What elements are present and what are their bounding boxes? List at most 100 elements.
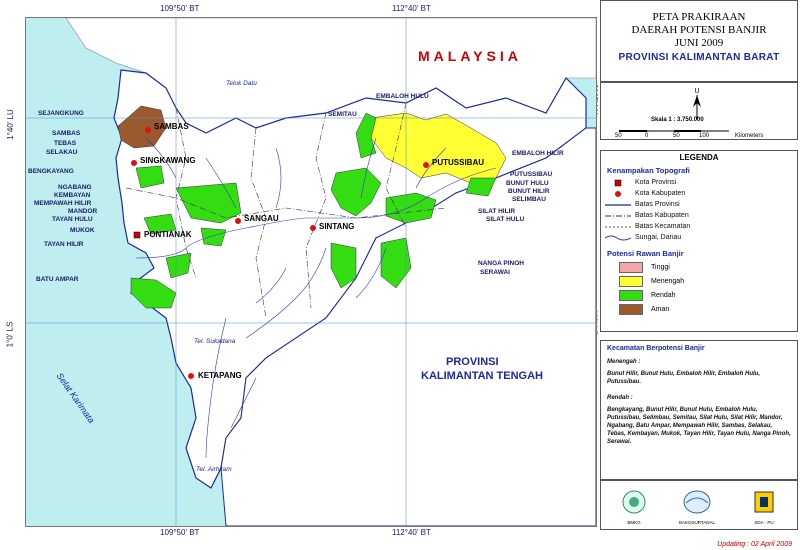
risk-zone-rendah-5: [330, 242, 357, 289]
bakosurtanal-icon: [683, 490, 711, 514]
city-markers: [131, 127, 429, 379]
title-line2: DAERAH POTENSI BANJIR: [631, 24, 767, 36]
map-canvas[interactable]: MALAYSIA PROVINSI KALIMANTAN TENGAH Telu…: [25, 17, 597, 527]
scale-tick-2: 50: [673, 133, 680, 139]
district-kembayan: KEMBAYAN: [54, 192, 91, 199]
title-line1: PETA PRAKIRAAN: [652, 11, 746, 23]
district-selimbau: SELIMBAU: [512, 196, 546, 203]
kecamatan-menengah-text: Bunut Hilir, Bunut Hulu, Embaloh Hilir, …: [607, 371, 760, 385]
district-ngabang: NGABANG: [58, 184, 92, 191]
district-sejangkung: SEJANGKUNG: [38, 110, 84, 117]
kecamatan-title: Kecamatan Berpotensi Banjir: [607, 345, 705, 352]
district-tayan-hilir: TAYAN HILIR: [44, 241, 84, 248]
district-semitau: SEMITAU: [328, 111, 357, 118]
coord-bottom-right: 112°40' BT: [392, 528, 431, 537]
kecamatan-menengah-label: Menengah :: [607, 359, 641, 365]
logo-bmkg: BMKG: [619, 489, 649, 525]
marker-sangau: [235, 218, 241, 224]
scale-tick-1: 0: [645, 133, 649, 139]
map-svg: [26, 18, 596, 526]
risk-zone-rendah-11: [165, 252, 192, 279]
sea-teluk-datu: Teluk Datu: [226, 80, 257, 87]
district-bunut-hilir: BUNUT HILIR: [508, 188, 550, 195]
pu-icon: [754, 491, 774, 513]
logos-box: BMKG BAKOSURTANAL SDA - PU: [600, 480, 798, 530]
city-ketapang: KETAPANG: [198, 371, 242, 380]
north-arrow-icon: U: [693, 88, 701, 119]
coord-top-right: 112°40' BT: [392, 4, 431, 13]
city-putussibau: PUTUSSIBAU: [432, 158, 485, 167]
district-silat-hulu: SILAT HULU: [486, 216, 525, 223]
legend-title: LEGENDA: [679, 153, 719, 162]
district-mukok: MUKOK: [70, 227, 95, 234]
legend-box: LEGENDA Kenampakan Topografi Kota Provin…: [600, 150, 798, 332]
marker-singkawang: [131, 160, 137, 166]
rivers: [135, 137, 497, 459]
district-batu-ampar: BATU AMPAR: [36, 276, 79, 283]
risk-zone-rendah-8: [135, 165, 165, 189]
bmkg-icon: [622, 490, 646, 514]
legend-risk-menengah: Menengah: [601, 274, 797, 288]
scale-tick-0: 50: [615, 133, 622, 139]
district-embaloh-hilir: EMBALOH HILIR: [512, 150, 564, 157]
sea-tel-airhitam: Tel. Airhitam: [196, 466, 232, 473]
district-putussibau: PUTUSSIBAU: [510, 171, 553, 178]
risk-zone-rendah-3: [330, 167, 382, 217]
legend-risk-title: Potensi Rawan Banjir: [607, 249, 684, 258]
district-selakau: SELAKAU: [46, 149, 78, 156]
district-sambas: SAMBAS: [52, 130, 81, 137]
title-line3: JUNI 2009: [674, 37, 724, 49]
legend-batas-kecamatan: Batas Kecamatan: [605, 223, 691, 230]
kecamatan-box: Kecamatan Berpotensi Banjir Menengah : B…: [600, 340, 798, 480]
legend-risk-aman: Aman: [601, 302, 797, 316]
marker-ketapang: [188, 373, 194, 379]
risk-zone-rendah-10: [200, 227, 227, 247]
info-panel: PETA PRAKIRAAN DAERAH POTENSI BANJIR JUN…: [600, 0, 800, 550]
legend-kota-kabupaten: Kota Kabupaten: [601, 188, 797, 199]
city-pontianak: PONTIANAK: [144, 230, 192, 239]
kalteng-province: [220, 127, 596, 526]
marker-sambas: [145, 127, 151, 133]
coord-top-left: 109°50' BT: [160, 4, 200, 13]
district-serawai: SERAWAI: [480, 269, 510, 276]
district-bunut-hulu: BUNUT HULU: [506, 180, 549, 187]
logo-bakosurtanal: BAKOSURTANAL: [677, 489, 717, 525]
district-mempawah-hilir: MEMPAWAH HILIR: [34, 200, 92, 207]
grid-lines: [26, 18, 596, 526]
north-arrow-scale: U: [619, 88, 729, 132]
district-silat-hilir: SILAT HILIR: [478, 208, 516, 215]
district-nanga-pinoh: NANGA PINOH: [478, 260, 524, 267]
risk-zone-rendah-4: [385, 192, 437, 224]
city-singkawang: SINGKAWANG: [140, 156, 196, 165]
legend-risk-tinggi: Tinggi: [601, 260, 797, 274]
marker-putussibau: [423, 162, 429, 168]
coord-left-bottom: 1°0' LS: [5, 321, 15, 348]
sea-tel-sukadana: Tel. Sukadana: [194, 338, 236, 345]
risk-zone-aman: [117, 105, 167, 149]
legend-batas-provinsi: Batas Provinsi: [605, 201, 680, 208]
city-sambas: SAMBAS: [154, 122, 189, 131]
district-tebas: TEBAS: [54, 140, 77, 147]
label-prov-1: PROVINSI: [446, 356, 499, 368]
marker-sintang: [310, 225, 316, 231]
label-prov-2: KALIMANTAN TENGAH: [421, 370, 544, 382]
city-sintang: SINTANG: [319, 222, 355, 231]
coord-bottom-left: 109°50' BT: [160, 528, 200, 537]
kecamatan-rendah-text: Bengkayang, Bunut Hilir, Bunut Hulu, Emb…: [607, 407, 791, 445]
coord-left-top: 1°40' LU: [5, 109, 15, 140]
svg-text:U: U: [694, 88, 699, 95]
country-malaysia: MALAYSIA: [418, 48, 522, 64]
risk-zone-rendah-6: [380, 237, 412, 289]
district-mandor: MANDOR: [68, 208, 98, 215]
title-province: PROVINSI KALIMANTAN BARAT: [618, 52, 780, 63]
district-tayan-hulu: TAYAN HULU: [52, 216, 93, 223]
logo-sda-pu: SDA - PU: [747, 489, 781, 525]
legend-topo-title: Kenampakan Topografi: [607, 166, 690, 175]
risk-zone-rendah-7: [175, 182, 242, 224]
legend-sungai: Sungai, Danau: [601, 232, 797, 243]
legend-batas-kabupaten: Batas Kabupaten: [605, 212, 689, 219]
district-embaloh-hulu: EMBALOH HULU: [376, 93, 429, 100]
title-box: PETA PRAKIRAAN DAERAH POTENSI BANJIR JUN…: [600, 0, 798, 82]
risk-zone-rendah-2: [465, 177, 497, 197]
